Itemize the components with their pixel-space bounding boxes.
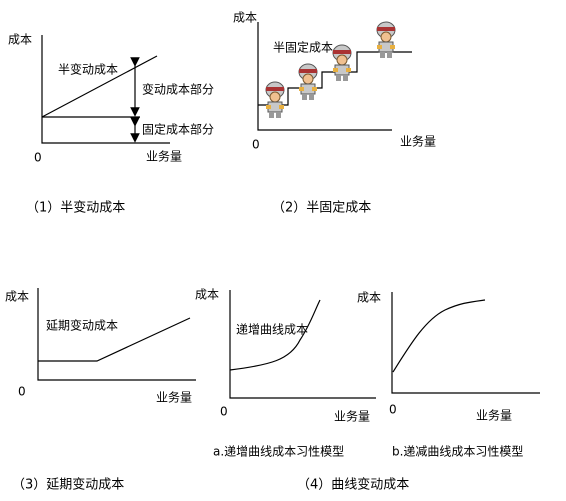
axes (37, 288, 196, 381)
origin: 0 (18, 385, 26, 399)
y-label: 成本 (8, 33, 32, 47)
line-label: 半固定成本 (273, 40, 333, 55)
panel-4b: 成本 0 业务量 b.递减曲线成本习性模型 (357, 291, 540, 459)
y-label: 成本 (5, 290, 29, 304)
origin: 0 (252, 138, 260, 152)
caption: a.递增曲线成本习性模型 (213, 445, 344, 459)
decreasing-curve (392, 299, 486, 373)
y-label: 成本 (195, 288, 219, 302)
origin: 0 (389, 403, 397, 417)
origin: 0 (34, 151, 42, 165)
variable-part: 变动成本部分 (142, 82, 214, 97)
line-label: 半变动成本 (58, 62, 118, 77)
step-line (258, 51, 412, 106)
x-label: 业务量 (334, 409, 370, 424)
y-label: 成本 (357, 291, 381, 305)
worker-icon (265, 81, 285, 119)
panel-3: 成本 0 业务量 延期变动成本 （3）延期变动成本 (5, 288, 196, 493)
y-label: 成本 (233, 11, 257, 25)
axes (391, 292, 540, 394)
caption: （2）半固定成本 (272, 201, 371, 216)
panel-2: 成本 0 业务量 半固定成本 （2）半固定成本 (233, 11, 436, 216)
axes (257, 22, 392, 131)
x-label: 业务量 (146, 149, 182, 164)
panel-1: 成本 0 业务量 半变动成本 变动成本部分 固定成本部分 （1）半变动成本 (8, 33, 214, 216)
x-label: 业务量 (476, 408, 512, 423)
origin: 0 (220, 405, 228, 419)
caption: b.递减曲线成本习性模型 (392, 445, 523, 459)
increasing-curve (229, 299, 321, 371)
delayed-line (38, 317, 191, 362)
worker-icon (332, 44, 352, 82)
axes (41, 35, 170, 144)
caption: （1）半变动成本 (26, 200, 125, 216)
line-label: 延期变动成本 (46, 318, 118, 333)
axes (229, 290, 376, 399)
x-label: 业务量 (156, 390, 192, 405)
x-label: 业务量 (400, 134, 436, 149)
panel-4a: 成本 0 业务量 递增曲线成本 a.递增曲线成本习性模型 (195, 288, 376, 459)
worker-icon (298, 63, 318, 101)
caption: （4）曲线变动成本 (297, 477, 409, 493)
fixed-part: 固定成本部分 (142, 122, 214, 137)
line-label: 递增曲线成本 (236, 323, 308, 337)
caption: （3）延期变动成本 (12, 477, 124, 493)
